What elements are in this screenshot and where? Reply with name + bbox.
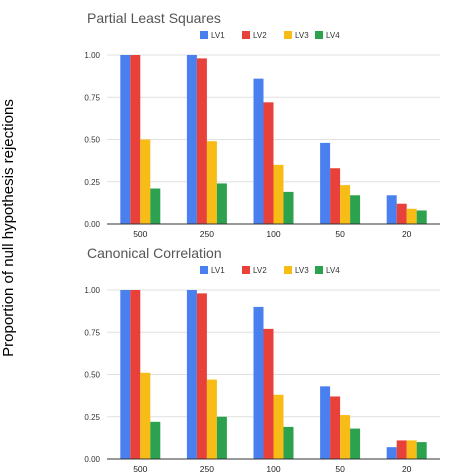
legend-swatch-lv1 bbox=[200, 31, 208, 39]
bar-lv3-50 bbox=[340, 415, 351, 459]
bar-lv1-250 bbox=[186, 55, 197, 224]
bar-lv4-20 bbox=[416, 210, 427, 224]
bar-lv4-250 bbox=[216, 416, 227, 459]
legend-swatch-lv2 bbox=[242, 31, 250, 39]
bar-lv4-50 bbox=[350, 195, 361, 224]
bar-lv4-50 bbox=[350, 428, 361, 459]
legend-label-lv1: LV1 bbox=[211, 31, 225, 40]
legend-label-lv4: LV4 bbox=[326, 31, 340, 40]
chart-title: Canonical Correlation bbox=[87, 245, 222, 261]
bar-lv3-20 bbox=[406, 208, 417, 224]
bar-lv4-500 bbox=[150, 188, 161, 224]
y-tick-label: 0.00 bbox=[84, 220, 100, 229]
bar-lv2-100 bbox=[263, 328, 274, 459]
chart-title: Partial Least Squares bbox=[87, 10, 221, 26]
x-tick-label: 100 bbox=[266, 229, 280, 239]
y-tick-label: 0.00 bbox=[84, 455, 100, 464]
legend-swatch-lv4 bbox=[315, 266, 323, 274]
bar-lv2-50 bbox=[330, 396, 341, 459]
bar-lv3-100 bbox=[273, 164, 284, 224]
x-tick-label: 250 bbox=[200, 464, 214, 473]
bar-lv1-50 bbox=[320, 142, 331, 224]
bar-lv3-250 bbox=[206, 379, 217, 459]
y-tick-label: 0.75 bbox=[84, 93, 100, 102]
legend-swatch-lv2 bbox=[242, 266, 250, 274]
x-tick-label: 250 bbox=[200, 229, 214, 239]
bar-lv4-250 bbox=[216, 183, 227, 224]
bar-lv2-20 bbox=[396, 203, 407, 224]
bar-lv3-500 bbox=[140, 372, 151, 459]
bar-lv2-20 bbox=[396, 440, 407, 459]
bar-lv1-100 bbox=[253, 306, 264, 459]
y-tick-label: 0.50 bbox=[84, 136, 100, 145]
bar-lv1-20 bbox=[386, 195, 397, 224]
y-tick-label: 0.25 bbox=[84, 413, 100, 422]
x-tick-label: 20 bbox=[402, 229, 412, 239]
bar-lv2-100 bbox=[263, 102, 274, 224]
y-tick-label: 1.00 bbox=[84, 286, 100, 295]
bar-lv4-100 bbox=[283, 426, 294, 459]
x-tick-label: 50 bbox=[335, 229, 345, 239]
bar-lv2-250 bbox=[196, 293, 207, 459]
legend-swatch-lv3 bbox=[284, 266, 292, 274]
x-tick-label: 50 bbox=[335, 464, 345, 473]
bar-lv3-500 bbox=[140, 139, 151, 224]
bar-lv3-50 bbox=[340, 185, 351, 224]
bar-lv1-50 bbox=[320, 386, 331, 459]
bar-lv2-500 bbox=[130, 55, 141, 224]
bar-lv2-500 bbox=[130, 290, 141, 459]
bar-lv1-100 bbox=[253, 78, 264, 224]
legend-swatch-lv3 bbox=[284, 31, 292, 39]
bar-lv4-500 bbox=[150, 421, 161, 459]
y-tick-label: 0.50 bbox=[84, 371, 100, 380]
bar-lv4-100 bbox=[283, 191, 294, 224]
y-tick-label: 0.25 bbox=[84, 178, 100, 187]
bar-lv2-250 bbox=[196, 58, 207, 224]
bar-lv4-20 bbox=[416, 442, 427, 459]
y-tick-label: 0.75 bbox=[84, 328, 100, 337]
chart-1: Partial Least Squares LV1 LV2 LV3 LV4 0.00 0.2… bbox=[84, 10, 440, 239]
bar-lv1-20 bbox=[386, 447, 397, 459]
bar-lv2-50 bbox=[330, 168, 341, 224]
bar-lv1-250 bbox=[186, 290, 197, 459]
legend-label-lv2: LV2 bbox=[253, 266, 267, 275]
legend-label-lv1: LV1 bbox=[211, 266, 225, 275]
legend-swatch-lv4 bbox=[315, 31, 323, 39]
legend-label-lv2: LV2 bbox=[253, 31, 267, 40]
x-tick-label: 20 bbox=[402, 464, 412, 473]
bar-lv3-250 bbox=[206, 141, 217, 224]
chart-2: Canonical Correlation LV1 LV2 LV3 LV4 0.00 0.2… bbox=[84, 245, 440, 473]
legend-swatch-lv1 bbox=[200, 266, 208, 274]
bar-lv3-20 bbox=[406, 440, 417, 459]
bar-lv1-500 bbox=[120, 290, 131, 459]
bar-lv3-100 bbox=[273, 394, 284, 459]
legend-label-lv3: LV3 bbox=[295, 31, 309, 40]
x-tick-label: 500 bbox=[133, 229, 147, 239]
legend-label-lv4: LV4 bbox=[326, 266, 340, 275]
x-tick-label: 500 bbox=[133, 464, 147, 473]
legend-label-lv3: LV3 bbox=[295, 266, 309, 275]
y-tick-label: 1.00 bbox=[84, 51, 100, 60]
x-tick-label: 100 bbox=[266, 464, 280, 473]
bar-lv1-500 bbox=[120, 55, 131, 224]
